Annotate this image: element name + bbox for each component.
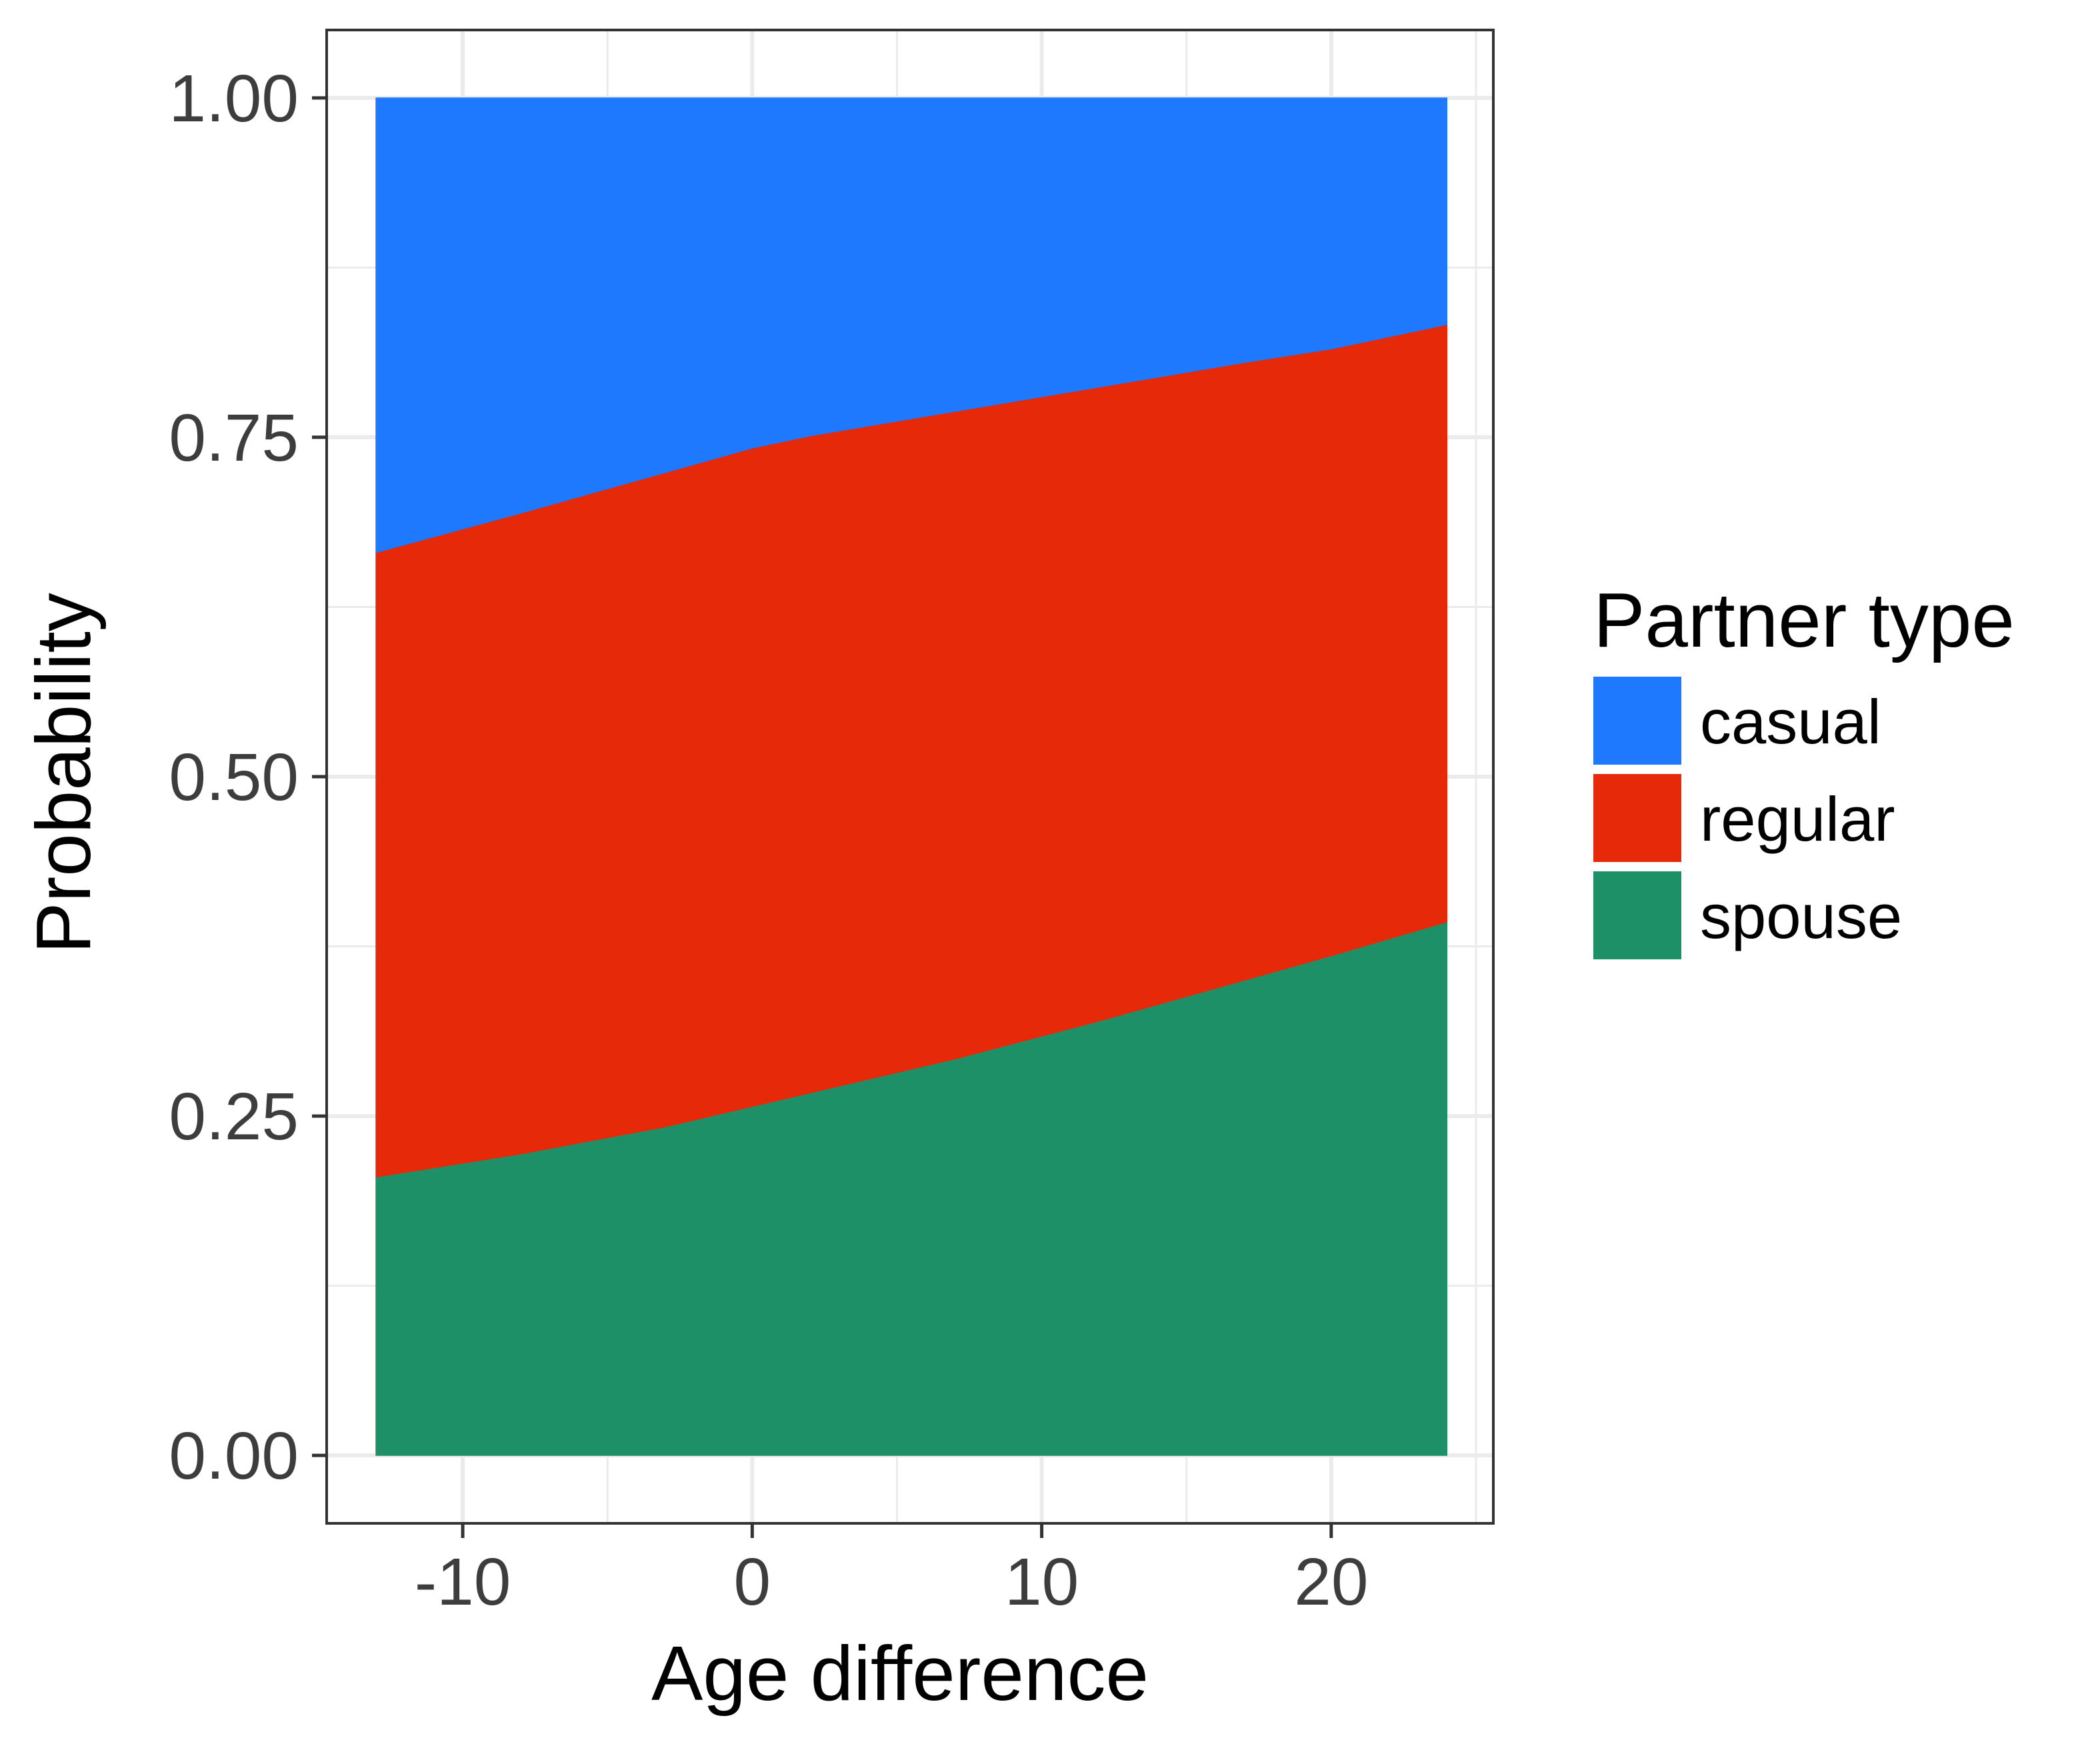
legend: Partner type casual regular spouse xyxy=(1593,577,2015,959)
x-tick-label: -10 xyxy=(415,1545,511,1619)
y-axis-title: Probability xyxy=(20,593,107,954)
x-axis-title: Age difference xyxy=(651,1630,1149,1717)
y-tick-label: 0.50 xyxy=(169,740,299,815)
x-axis: -10 0 10 20 xyxy=(415,1523,1368,1619)
y-axis: 0.00 0.25 0.50 0.75 1.00 xyxy=(169,61,327,1493)
y-tick-label: 1.00 xyxy=(169,61,299,136)
area-casual xyxy=(375,97,1447,553)
legend-label-casual: casual xyxy=(1700,687,1881,757)
x-tick-label: 20 xyxy=(1294,1545,1368,1619)
y-tick-label: 0.00 xyxy=(169,1419,299,1493)
legend-title: Partner type xyxy=(1593,577,2015,663)
x-tick-label: 10 xyxy=(1005,1545,1079,1619)
legend-key-regular xyxy=(1593,774,1681,862)
legend-key-casual xyxy=(1593,677,1681,765)
stacked-areas xyxy=(375,97,1447,1456)
legend-key-spouse xyxy=(1593,871,1681,959)
y-tick-label: 0.25 xyxy=(169,1079,299,1154)
legend-label-regular: regular xyxy=(1700,784,1895,854)
x-tick-label: 0 xyxy=(734,1545,771,1619)
y-tick-label: 0.75 xyxy=(169,401,299,475)
legend-label-spouse: spouse xyxy=(1700,881,1902,951)
